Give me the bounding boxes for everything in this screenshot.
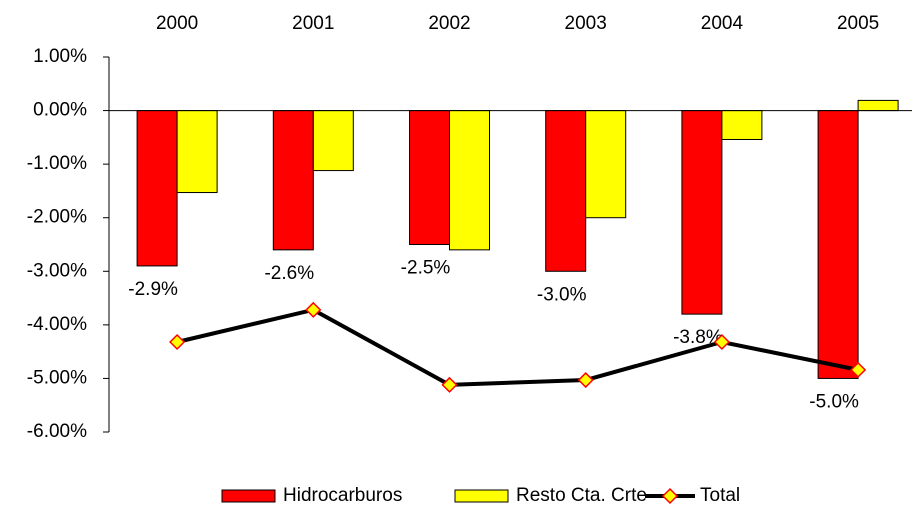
x-tick-label: 2005: [837, 13, 879, 34]
bar: [857, 99, 899, 112]
legend-swatch: [454, 489, 509, 503]
bar: [409, 110, 450, 245]
marker: [441, 376, 458, 393]
bar: [721, 110, 763, 140]
x-tick-label: 2004: [701, 13, 744, 34]
marker: [850, 361, 867, 378]
bar: [272, 110, 314, 251]
y-tick-label: -5.00%: [27, 367, 87, 388]
data-label: -5.0%: [809, 391, 859, 412]
bar: [817, 110, 859, 379]
legend-label: Resto Cta. Crte: [516, 485, 647, 506]
data-label: -3.0%: [537, 284, 587, 305]
bar: [176, 110, 218, 194]
legend-marker: [661, 487, 679, 505]
bar: [585, 110, 627, 219]
y-tick-label: -2.00%: [27, 207, 87, 228]
y-tick-label: -3.00%: [27, 260, 87, 281]
marker: [713, 333, 730, 351]
marker: [577, 371, 594, 389]
data-label: -3.8%: [673, 327, 723, 348]
y-tick-label: 0.00%: [33, 100, 87, 121]
bar: [681, 110, 723, 315]
x-tick-label: 2002: [428, 13, 470, 34]
x-tick-label: 2003: [565, 13, 607, 34]
x-tick-label: 2001: [292, 13, 334, 34]
data-label: -2.9%: [128, 279, 178, 300]
y-tick-label: -4.00%: [27, 314, 87, 335]
line: [176, 307, 859, 387]
marker: [305, 301, 322, 318]
data-label: -2.5%: [401, 258, 451, 279]
bar: [136, 110, 178, 267]
legend-swatch: [221, 489, 276, 503]
y-tick-label: -1.00%: [27, 153, 87, 174]
y-tick-label: -6.00%: [27, 421, 87, 442]
data-label: -2.6%: [264, 263, 314, 284]
marker: [169, 333, 186, 351]
bar: [449, 110, 490, 251]
legend-label: Hidrocarburos: [283, 485, 402, 506]
bar: [312, 110, 354, 172]
legend-label: Total: [700, 485, 740, 506]
x-tick-label: 2000: [156, 13, 198, 34]
bar: [545, 110, 587, 272]
y-tick-label: 1.00%: [33, 46, 87, 67]
